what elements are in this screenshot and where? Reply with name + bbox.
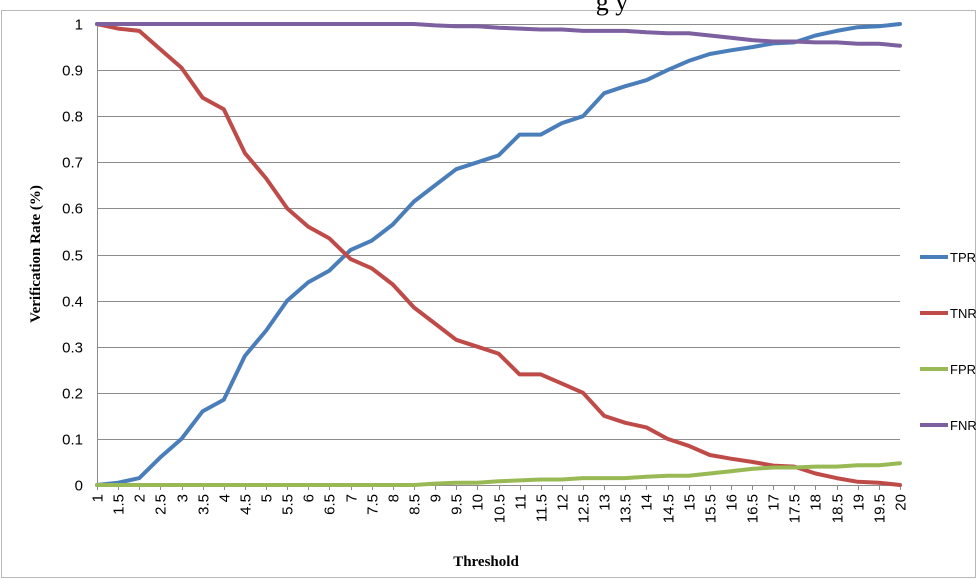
x-tick-label: 4	[217, 494, 234, 502]
x-tick-label: 5.5	[280, 494, 297, 515]
x-tick-label: 2.5	[153, 494, 170, 515]
y-axis-label: Verification Rate (%)	[28, 185, 44, 323]
x-tick-label: 16.5	[745, 494, 762, 523]
x-axis-label: Threshold	[453, 554, 519, 570]
y-axis-ticks: 0 0.1 0.2 0.3 0.4 0.5 0.6 0.7 0.8 0.9 1	[62, 17, 83, 495]
x-tick-label: 11.5	[534, 494, 551, 522]
x-tick-label: 11	[513, 494, 530, 510]
x-tick-label: 20	[893, 494, 910, 511]
x-tick-label: 13.5	[618, 494, 635, 523]
x-tick-label: 9.5	[449, 494, 466, 515]
x-tick-label: 1	[90, 494, 107, 502]
x-tick-label: 18.5	[830, 494, 847, 523]
x-tick-label: 5	[259, 494, 276, 502]
x-axis-ticks: 1 1.5 2 2.5 3 3.5 4 4.5 5 5.5 6 6.5 7 7.5 8 8.5 9 9.5 10 10…	[90, 494, 910, 523]
y-tick-label: 0.4	[62, 294, 83, 311]
x-tick-label: 3	[175, 494, 192, 502]
legend-label-fpr: FPR	[950, 362, 976, 377]
y-tick-label: 0.8	[62, 109, 83, 126]
y-tick-label: 0.2	[62, 386, 83, 403]
x-tick-label: 7	[344, 494, 361, 502]
x-tick-label: 8.5	[407, 494, 424, 515]
x-tick-label: 8	[386, 494, 403, 502]
x-tick-label: 9	[428, 494, 445, 502]
y-tick-label: 0.5	[62, 248, 83, 265]
x-tick-label: 6	[301, 494, 318, 502]
x-tick-label: 17	[766, 494, 783, 511]
x-tick-label: 3.5	[196, 494, 213, 515]
x-tick-label: 14.5	[661, 494, 678, 523]
y-tick-label: 0.9	[62, 63, 83, 80]
x-tick-label: 4.5	[238, 494, 255, 515]
x-tick-label: 12	[555, 494, 572, 511]
legend-label-fnr: FNR	[950, 418, 977, 433]
x-tick-label: 19	[851, 494, 868, 511]
x-tick-label: 12.5	[576, 494, 593, 523]
x-tick-label: 17.5	[787, 494, 804, 523]
y-tick-label: 0.1	[62, 432, 83, 449]
x-tick-label: 10	[470, 494, 487, 511]
series-line-tpr	[95, 22, 902, 487]
y-tick-label: 0.6	[62, 201, 83, 218]
series-line-fnr	[95, 22, 902, 48]
x-tick-label: 18	[808, 494, 825, 511]
x-tick-label: 15.5	[703, 494, 720, 523]
x-tick-label: 14	[639, 494, 656, 511]
legend-label-tpr: TPR	[950, 250, 976, 265]
series-line-fpr	[95, 461, 902, 487]
x-tick-label: 6.5	[322, 494, 339, 515]
gridlines	[97, 24, 900, 440]
y-tick-label: 0	[75, 478, 83, 495]
x-tick-label: 2	[132, 494, 149, 502]
x-tick-label: 16	[724, 494, 741, 511]
x-tick-label: 13	[597, 494, 614, 511]
legend: TPR TNR FPR FNR	[920, 250, 977, 433]
chart-title-fragment: g y	[596, 0, 629, 16]
x-tick-label: 1.5	[111, 494, 128, 515]
x-tick-label: 10.5	[492, 494, 509, 523]
y-tick-label: 1	[75, 17, 83, 34]
y-tick-label: 0.3	[62, 340, 83, 357]
x-tick-label: 7.5	[365, 494, 382, 515]
series-lines	[95, 22, 902, 487]
legend-label-tnr: TNR	[950, 306, 977, 321]
chart-frame	[1, 10, 976, 578]
x-tick-label: 19.5	[872, 494, 889, 523]
x-tick-label: 15	[682, 494, 699, 511]
series-line-tnr	[95, 22, 902, 487]
y-tick-label: 0.7	[62, 155, 83, 172]
